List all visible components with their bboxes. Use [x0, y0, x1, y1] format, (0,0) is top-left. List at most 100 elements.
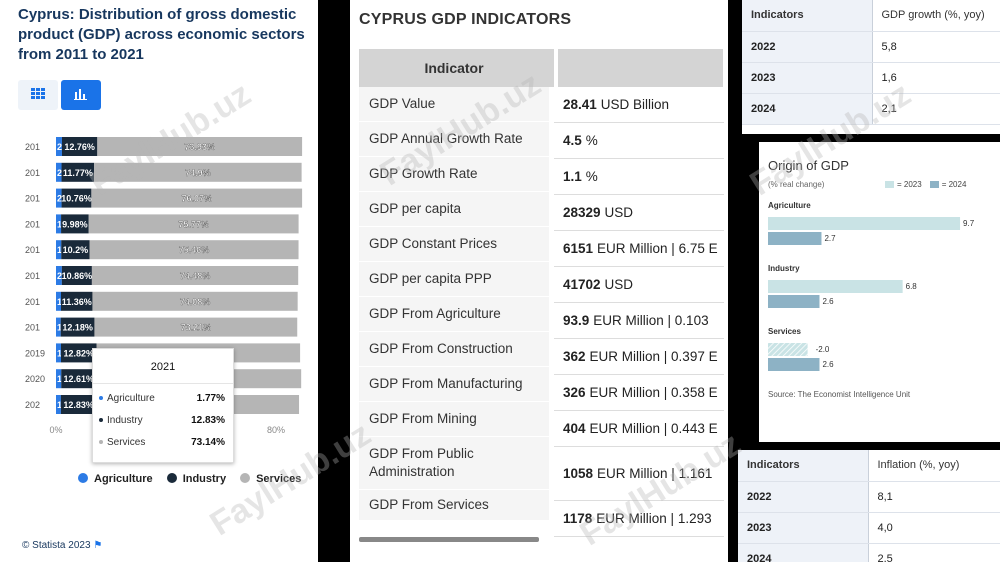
legend-industry[interactable]: Industry [166, 473, 226, 485]
indicator-column-header: Indicator [424, 60, 484, 76]
bar-label-industry: 11.36% [62, 297, 92, 307]
indicator-value: 1178 EUR Million | 1.293 [554, 501, 724, 537]
growth-header-value: GDP growth (%, yoy) [872, 0, 1000, 32]
chart-title: Cyprus: Distribution of gross domestic p… [18, 6, 305, 63]
origin-subtitle: (% real change) [768, 180, 825, 189]
indicator-name[interactable]: GDP From Construction [359, 332, 549, 367]
inflation-year: 2023 [738, 512, 869, 544]
indicator-name[interactable]: GDP Annual Growth Rate [359, 122, 549, 157]
year-label: 201 [25, 142, 40, 152]
origin-bar-2023 [768, 343, 808, 356]
year-label: 2020 [25, 374, 45, 384]
legend-services[interactable]: Services [240, 473, 301, 485]
chart-tooltip: 2021 Agriculture 1.77% Industry 12.83% Ser… [92, 348, 234, 463]
bar-services [89, 240, 299, 260]
indicator-name[interactable]: GDP Constant Prices [359, 227, 549, 262]
legend-agriculture[interactable]: Agriculture [78, 473, 153, 485]
bar-label-industry: 12.18% [62, 323, 93, 333]
indicator-name[interactable]: GDP From Public Administration [359, 437, 549, 490]
tooltip-row-industry: Industry 12.83% [93, 410, 233, 432]
bar-label-industry: 12.83% [63, 400, 94, 410]
bar-services [92, 291, 298, 311]
bar-label-services: 73.21% [181, 323, 212, 333]
bar-industry [61, 137, 98, 156]
indicator-value: 28.41 USD Billion [554, 87, 724, 123]
bar-label-industry: 12.76% [64, 142, 95, 152]
inflation-value: 8,1 [868, 481, 1000, 513]
year-label: 201 [25, 219, 40, 229]
growth-year: 2024 [742, 93, 873, 125]
origin-bar-2024 [768, 358, 820, 371]
bar-label-services: 73.93% [184, 142, 215, 152]
bar-industry [61, 240, 90, 260]
bar-agriculture [56, 137, 62, 156]
bar-agriculture [56, 266, 62, 285]
year-label: 202 [25, 400, 40, 410]
bar-label-services: 74.9% [185, 168, 211, 178]
bar-agriculture [56, 214, 62, 234]
origin-legend: = 2023 = 2024 [885, 180, 966, 189]
bar-industry [60, 291, 93, 311]
indicator-value: 362 EUR Million | 0.397 E [554, 339, 724, 375]
indicator-value: 6151 EUR Million | 6.75 E [554, 231, 724, 267]
growth-year: 2023 [742, 62, 873, 94]
origin-bar-label: 2.6 [822, 360, 834, 369]
origin-bar-2024 [768, 232, 822, 245]
bar-industry [61, 369, 97, 389]
copyright[interactable]: © Statista 2023 ⚑ [22, 540, 103, 551]
origin-bar-2023 [768, 280, 903, 293]
chart-legend: Agriculture Industry Services [78, 473, 301, 485]
indicator-name[interactable]: GDP From Mining [359, 402, 549, 437]
indicator-name[interactable]: GDP From Agriculture [359, 297, 549, 332]
growth-value: 2,1 [872, 93, 1000, 125]
inflation-year: 2024 [738, 543, 869, 562]
inflation-header-indicators: Indicators [738, 450, 869, 482]
origin-category-label: Services [768, 327, 801, 336]
year-label: 2019 [25, 348, 45, 358]
bar-agriculture [56, 240, 62, 260]
bar-agriculture [56, 369, 62, 389]
inflation-year: 2022 [738, 481, 869, 513]
bar-industry [61, 188, 92, 208]
bar-label-services: 75.77% [178, 219, 209, 229]
bar-label-industry: 12.61% [63, 374, 94, 384]
inflation-table: Indicators Inflation (%, yoy) 2022 8,1 202… [738, 450, 1000, 562]
bar-services [94, 162, 302, 182]
bar-label-services: 76.07% [181, 194, 212, 204]
bar-label-industry: 9.98% [62, 219, 88, 229]
bar-label-industry: 12.82% [63, 348, 94, 358]
indicator-name[interactable]: GDP From Manufacturing [359, 367, 549, 402]
bar-agriculture [56, 317, 61, 337]
origin-bar-label: -2.0 [816, 345, 830, 354]
indicator-name[interactable]: GDP From Services [359, 490, 549, 521]
table-view-button[interactable] [18, 80, 58, 110]
bar-services [94, 317, 298, 337]
grid-icon [31, 88, 45, 99]
year-label: 201 [25, 323, 40, 333]
indicator-name[interactable]: GDP per capita [359, 192, 549, 227]
horizontal-scrollbar[interactable] [359, 537, 539, 542]
indicators-header: Indicator [359, 49, 723, 87]
indicator-value: 4.5% [554, 123, 724, 159]
growth-value: 1,6 [872, 62, 1000, 94]
indicator-name[interactable]: GDP Value [359, 87, 549, 122]
bar-services [88, 214, 299, 234]
year-label: 201 [25, 245, 40, 255]
bar-label-industry: 11.77% [63, 168, 93, 178]
origin-bar-chart: Agriculture 9.7 2.7 Industry 6.8 2.6 Services -… [768, 201, 975, 371]
origin-bar-2023 [768, 217, 961, 230]
chart-view-button[interactable] [61, 80, 101, 110]
year-label: 201 [25, 271, 40, 281]
indicator-name[interactable]: GDP per capita PPP [359, 262, 549, 297]
bar-industry [60, 395, 97, 414]
tooltip-title: 2021 [150, 361, 176, 373]
bar-label-services: 75.46% [179, 245, 210, 255]
origin-bar-label: 2.7 [824, 234, 836, 243]
bar-label-industry: 10.2% [63, 245, 89, 255]
origin-bar-label: 2.6 [822, 297, 834, 306]
inflation-value: 4,0 [868, 512, 1000, 544]
indicator-value: 93.9 EUR Million | 0.103 [554, 303, 724, 339]
origin-legend-2023: = 2023 [885, 180, 922, 189]
indicator-name[interactable]: GDP Growth Rate [359, 157, 549, 192]
origin-bar-label: 6.8 [906, 282, 918, 291]
